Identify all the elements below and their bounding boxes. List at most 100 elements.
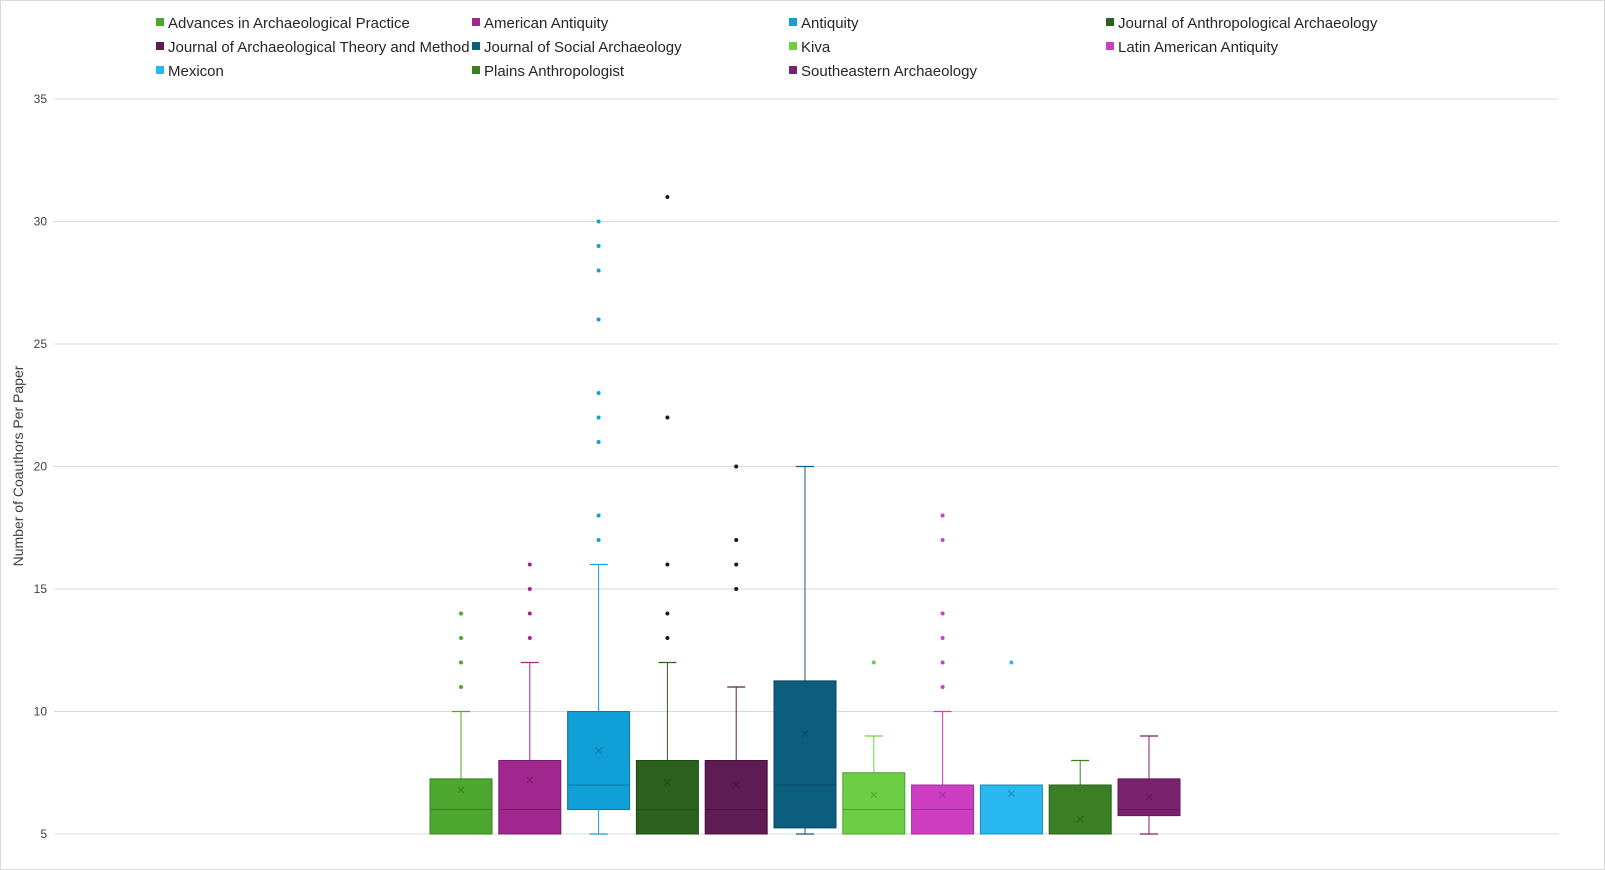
y-tick-label-30: 30 <box>34 215 48 229</box>
box-iqr <box>567 711 631 810</box>
legend-entry-southeastern-archaeology: Southeastern Archaeology <box>789 63 977 80</box>
legend-entry-advances-in-archaeological-practice: Advances in Archaeological Practice <box>156 15 410 32</box>
legend-label: Kiva <box>801 39 831 56</box>
box-southeastern-archaeology <box>1117 735 1181 835</box>
legend-swatch <box>472 42 480 50</box>
outlier-point <box>527 636 532 640</box>
box-series <box>429 195 1181 835</box>
legend: Advances in Archaeological Practice Ameri… <box>156 15 1378 80</box>
outlier-point <box>734 562 739 567</box>
outlier-point <box>665 636 670 640</box>
mean-marker <box>664 779 671 786</box>
legend-entry-journal-of-social-archaeology: Journal of Social Archaeology <box>472 39 682 56</box>
outlier-point <box>940 611 945 616</box>
outlier-point <box>734 587 739 591</box>
gridlines <box>54 98 1558 835</box>
outlier-point <box>459 611 463 616</box>
legend-entry-plains-anthropologist: Plains Anthropologist <box>472 63 625 80</box>
outlier-point <box>940 660 945 665</box>
box-iqr <box>842 772 906 835</box>
outlier-point <box>596 244 601 248</box>
box-iqr <box>1048 784 1112 835</box>
box-iqr <box>498 760 562 835</box>
outlier-point <box>734 464 739 469</box>
box-iqr <box>635 760 699 835</box>
legend-entry-journal-of-archaeological-theory-and-method: Journal of Archaeological Theory and Met… <box>156 39 470 56</box>
legend-swatch <box>472 18 480 26</box>
outlier-point <box>665 611 670 616</box>
box-journal-of-social-archaeology <box>773 465 837 835</box>
box-advances-in-archaeological-practice <box>429 611 493 835</box>
legend-label: Advances in Archaeological Practice <box>168 15 410 32</box>
legend-label: Journal of Social Archaeology <box>484 39 682 56</box>
legend-swatch <box>789 42 797 50</box>
outlier-point <box>940 538 945 542</box>
legend-entry-american-antiquity: American Antiquity <box>472 15 609 32</box>
outlier-point <box>665 415 670 420</box>
outlier-point <box>459 685 463 689</box>
outlier-point <box>940 636 945 640</box>
legend-entry-latin-american-antiquity: Latin American Antiquity <box>1106 39 1279 56</box>
box-journal-of-anthropological-archaeology <box>635 195 699 835</box>
mean-marker <box>732 781 740 789</box>
mean-marker <box>1008 790 1015 797</box>
box-iqr <box>429 778 493 835</box>
legend-swatch <box>472 66 480 74</box>
y-tick-label-5: 5 <box>40 827 47 841</box>
outlier-point <box>596 513 601 518</box>
box-iqr <box>704 760 768 835</box>
box-american-antiquity <box>498 562 562 835</box>
legend-swatch <box>1106 42 1114 50</box>
outlier-point <box>871 660 876 665</box>
mean-marker <box>1076 815 1084 823</box>
legend-entry-journal-of-anthropological-archaeology: Journal of Anthropological Archaeology <box>1106 15 1378 32</box>
mean-marker <box>801 730 809 737</box>
outlier-point <box>527 611 532 616</box>
outlier-point <box>665 195 670 199</box>
outlier-point <box>596 415 601 420</box>
mean-marker <box>526 776 534 784</box>
mean-marker <box>595 747 602 755</box>
legend-label: Plains Anthropologist <box>484 63 625 80</box>
legend-label: Latin American Antiquity <box>1118 39 1279 56</box>
outlier-point <box>734 538 739 542</box>
outlier-point <box>596 268 601 273</box>
legend-label: Journal of Archaeological Theory and Met… <box>168 39 470 56</box>
box-latin-american-antiquity <box>911 513 975 835</box>
legend-label: Journal of Anthropological Archaeology <box>1118 15 1378 32</box>
legend-swatch <box>156 18 164 26</box>
legend-entry-kiva: Kiva <box>789 39 831 56</box>
outlier-point <box>459 660 463 665</box>
legend-label: American Antiquity <box>484 15 609 32</box>
y-tick-label-35: 35 <box>34 92 48 106</box>
box-iqr <box>979 784 1043 835</box>
y-tick-label-20: 20 <box>34 460 48 474</box>
legend-label: Southeastern Archaeology <box>801 63 977 80</box>
box-plains-anthropologist <box>1048 759 1112 835</box>
outlier-point <box>459 636 463 640</box>
legend-swatch <box>156 42 164 50</box>
legend-swatch <box>156 66 164 74</box>
outlier-point <box>940 513 945 518</box>
outlier-point <box>940 685 945 689</box>
legend-swatch <box>789 66 797 74</box>
legend-entry-mexicon: Mexicon <box>156 63 224 80</box>
box-kiva <box>842 660 906 835</box>
legend-swatch <box>1106 18 1114 26</box>
outlier-point <box>527 562 532 567</box>
outlier-point <box>527 587 532 591</box>
legend-label: Mexicon <box>168 63 224 80</box>
outlier-point <box>596 440 601 444</box>
y-tick-label-25: 25 <box>34 337 48 351</box>
y-tick-label-10: 10 <box>34 705 48 719</box>
box-journal-of-archaeological-theory-and-method <box>704 464 768 835</box>
y-tick-label-15: 15 <box>34 582 48 596</box>
legend-entry-antiquity: Antiquity <box>789 15 859 32</box>
mean-marker <box>457 786 465 794</box>
box-antiquity <box>567 219 631 835</box>
legend-swatch <box>789 18 797 26</box>
mean-marker <box>939 791 946 799</box>
y-axis-ticks: 5 10 15 20 25 30 35 <box>34 92 48 841</box>
